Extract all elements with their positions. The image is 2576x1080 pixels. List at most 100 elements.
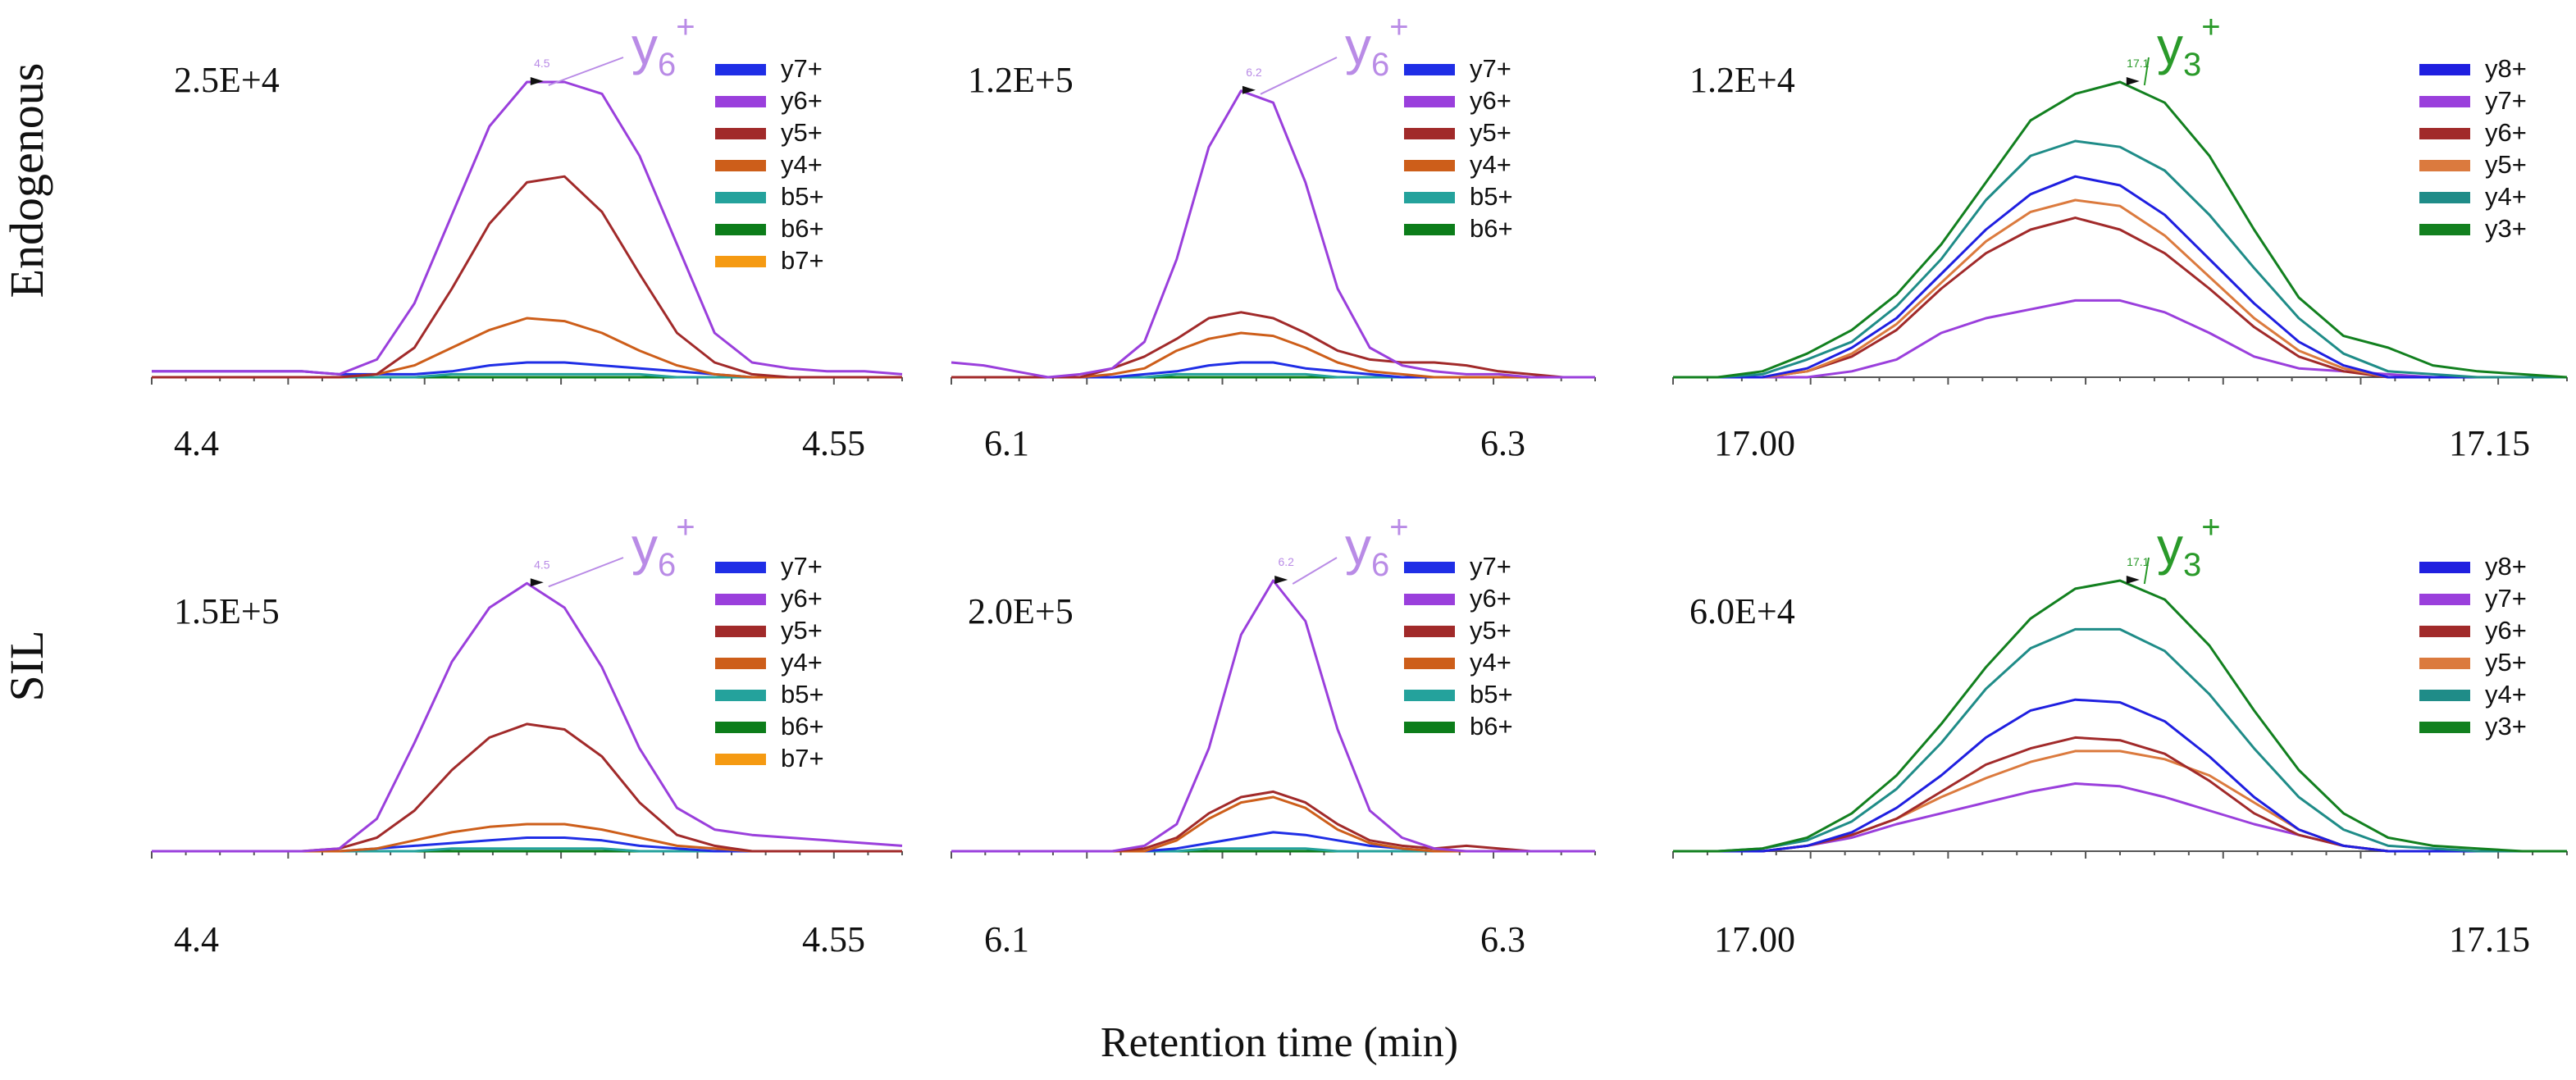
legend-entry: b5+ [781,182,824,211]
legend-entry: y7+ [1470,552,1511,581]
legend-swatch [715,256,766,267]
legend-swatch [1404,690,1455,701]
x-tick-label-left: 4.4 [174,423,219,463]
legend-entry: y5+ [2485,150,2527,179]
legend-entry: y7+ [781,552,823,581]
legend-swatch [2419,594,2470,605]
legend-entry: y5+ [2485,648,2527,677]
legend-entry: b6+ [1470,214,1513,243]
x-tick-label-right: 6.3 [1480,919,1525,959]
intensity-label: 1.5E+5 [174,591,280,631]
legend-swatch [2419,626,2470,637]
legend-swatch [1404,658,1455,669]
legend-entry: b6+ [781,214,824,243]
x-axis-label: Retention time (min) [1101,1019,1458,1066]
legend-entry: y6+ [781,584,823,613]
row-label-endogenous: Endogenous [0,63,53,298]
x-tick-label-right: 6.3 [1480,423,1525,463]
apex-label: 17.1 [2127,57,2149,70]
apex-label: 6.2 [1246,66,1262,79]
x-tick-label-left: 4.4 [174,919,219,959]
apex-label: 17.1 [2127,555,2149,568]
series-line-y5plus [951,790,1595,853]
legend-entry: y8+ [2485,54,2527,83]
legend-swatch [715,64,766,75]
apex-marker [1242,85,1256,94]
legend-swatch [2419,690,2470,701]
panel-endogenous-0: 4.5 y6+ 2.5E+4 4.4 4.55 y7+ y6+ y5+ y4+ b5+ b6+ b7+ [151,9,903,463]
legend-entry: y4+ [1470,150,1511,179]
legend-swatch [2419,722,2470,733]
legend-entry: y6+ [2485,118,2527,147]
legend-entry: y7+ [2485,86,2527,115]
apex-marker [530,77,544,85]
callout-ion-label: y6+ [1345,509,1409,583]
legend-entry: y6+ [1470,584,1511,613]
intensity-label: 2.0E+5 [968,591,1074,631]
series-line-y5plus [152,175,902,379]
legend-swatch [715,128,766,139]
series-line-y4plus [1673,139,2567,379]
legend-entry: b7+ [781,246,824,275]
legend-swatch [1404,160,1455,171]
legend-swatch [715,96,766,107]
legend-entry: y3+ [2485,712,2527,741]
callout-line [1292,557,1338,585]
series-line-y5plus [1673,750,2567,853]
series-line-y3plus [1673,80,2568,379]
legend-entry: y5+ [1470,616,1511,645]
legend-entry: y6+ [1470,86,1511,115]
legend-entry: y4+ [2485,182,2527,211]
legend-swatch [1404,722,1455,733]
callout-ion-label: y6+ [631,9,695,83]
intensity-label: 1.2E+5 [968,60,1074,100]
legend-swatch [715,690,766,701]
apex-label: 4.5 [534,57,550,70]
legend-swatch [2419,64,2470,75]
callout-ion-label: y6+ [1345,9,1409,83]
series-line-y6plus [951,89,1595,379]
x-tick-label-right: 4.55 [802,919,865,959]
series-line-y4plus [951,795,1595,853]
x-tick-label-left: 17.00 [1714,423,1795,463]
legend-swatch [2419,192,2470,203]
legend-entry: y6+ [2485,616,2527,645]
callout-ion-label: y3+ [2157,9,2221,83]
legend-swatch [715,192,766,203]
legend-swatch [1404,626,1455,637]
legend-swatch [715,594,766,605]
callout-line [548,57,624,86]
apex-marker [2126,576,2140,584]
legend-entry: y4+ [781,150,823,179]
legend-swatch [1404,594,1455,605]
x-tick-label-right: 4.55 [802,423,865,463]
legend-entry: y5+ [781,616,823,645]
callout-line [548,557,624,588]
legend-entry: y4+ [2485,680,2527,709]
series-line-y6plus [951,579,1595,853]
x-tick-label-left: 6.1 [984,919,1029,959]
row-label-sil: SIL [0,631,53,702]
legend-entry: y5+ [781,118,823,147]
series-line-y6plus [1673,736,2567,853]
series-line-y6plus [152,80,903,376]
panel-sil-1: 6.2 y6+ 2.0E+5 6.1 6.3 y7+ y6+ y5+ y4+ b5+ b6+ [951,509,1596,959]
x-tick-label-left: 17.00 [1714,919,1795,959]
callout-line [2143,57,2150,86]
series-line-y8plus [1673,698,2567,853]
x-tick-label-right: 17.15 [2449,423,2530,463]
panels: 4.5 y6+ 2.5E+4 4.4 4.55 y7+ y6+ y5+ y4+ b5+ b6+ b7+… [151,9,2568,959]
legend-swatch [2419,160,2470,171]
apex-label: 6.2 [1278,555,1294,568]
legend-swatch [1404,224,1455,235]
legend-entry: b5+ [781,680,824,709]
series-line-y8plus [1673,175,2567,379]
intensity-label: 6.0E+4 [1689,591,1795,631]
legend-swatch [2419,224,2470,235]
callout-ion-label: y3+ [2157,509,2221,583]
x-tick-label-left: 6.1 [984,423,1029,463]
series-line-y6plus [152,581,903,853]
callout-line [1260,57,1338,95]
legend-entry: y5+ [1470,118,1511,147]
